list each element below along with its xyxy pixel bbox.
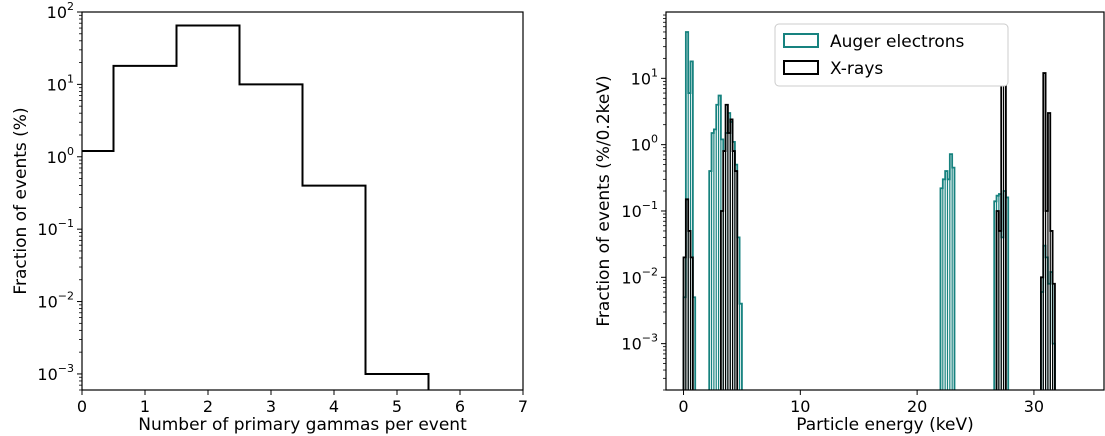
y-tick-base: 10 (621, 202, 641, 221)
y-tick-base: 10 (37, 365, 57, 384)
plot-area (682, 31, 1056, 390)
y-tick-base: 10 (47, 148, 67, 167)
x-tick-label: 1 (140, 397, 150, 416)
y-tick-exponent: −2 (642, 265, 658, 278)
histogram-step-line (682, 198, 694, 390)
x-axis-label: Particle energy (keV) (796, 415, 973, 435)
legend-label: X-rays (830, 59, 883, 79)
x-tick-label: 5 (392, 397, 402, 416)
series-x-rays (682, 31, 1056, 390)
y-tick-label: 10−1 (37, 217, 74, 239)
x-tick-label: 7 (518, 397, 528, 416)
y-tick-label: 10−1 (621, 199, 658, 221)
y-tick-label: 10−2 (621, 265, 658, 287)
x-tick-label: 2 (203, 397, 213, 416)
y-tick-base: 10 (621, 335, 641, 354)
y-tick-label: 10−3 (621, 332, 658, 354)
y-tick-base: 10 (37, 220, 57, 239)
x-tick-label: 20 (907, 397, 927, 416)
y-tick-base: 10 (621, 268, 641, 287)
histogram-step-line (82, 24, 430, 390)
y-tick-base: 10 (47, 3, 67, 22)
y-axis-label: Fraction of events (%) (11, 107, 31, 294)
y-tick-label: 102 (47, 0, 74, 22)
y-tick-base: 10 (37, 293, 57, 312)
y-tick-exponent: 1 (67, 72, 74, 85)
y-tick-label: 100 (631, 133, 658, 155)
legend: Auger electrons X-rays (774, 23, 1009, 87)
legend-swatch (783, 33, 819, 48)
y-tick-exponent: −1 (58, 217, 74, 230)
y-tick-exponent: −1 (642, 199, 658, 212)
axes-frame (81, 11, 524, 391)
y-tick-exponent: 1 (651, 66, 658, 79)
y-axis-label: Fraction of events (%/0.2keV) (594, 75, 614, 326)
y-tick-exponent: −3 (58, 362, 74, 375)
y-tick-exponent: 0 (651, 133, 658, 146)
y-tick-base: 10 (47, 75, 67, 94)
y-tick-label: 10−3 (37, 362, 74, 384)
x-tick-label: 4 (329, 397, 339, 416)
y-tick-exponent: −3 (642, 332, 658, 345)
x-tick-label: 0 (678, 397, 688, 416)
x-tick-label: 10 (790, 397, 810, 416)
y-tick-label: 101 (47, 72, 74, 94)
y-tick-exponent: 2 (67, 0, 74, 13)
x-tick-label: 30 (1024, 397, 1044, 416)
y-tick-exponent: −2 (58, 290, 74, 303)
y-tick-label: 101 (631, 66, 658, 88)
x-tick-label: 6 (455, 397, 465, 416)
x-axis-label: Number of primary gammas per event (138, 415, 467, 435)
plot-area (82, 24, 430, 390)
legend-swatch (783, 60, 819, 75)
x-tick-label: 3 (266, 397, 276, 416)
y-tick-base: 10 (631, 136, 651, 155)
x-axis: 0 1 2 3 4 5 6 7 (77, 390, 528, 416)
y-tick-label: 10−2 (37, 290, 74, 312)
y-tick-base: 10 (631, 69, 651, 88)
y-tick-label: 100 (47, 145, 74, 167)
y-tick-exponent: 0 (67, 145, 74, 158)
legend-label: Auger electrons (830, 32, 964, 52)
axes-frame (665, 11, 1105, 391)
x-tick-label: 0 (77, 397, 87, 416)
x-axis: 0 10 20 30 (678, 390, 1044, 416)
legend-box (774, 23, 1009, 87)
